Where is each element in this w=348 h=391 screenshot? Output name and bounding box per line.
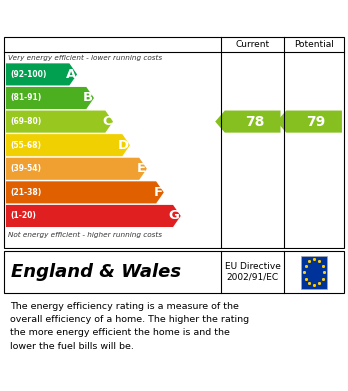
Text: Not energy efficient - higher running costs: Not energy efficient - higher running co…	[8, 232, 162, 238]
Text: G: G	[169, 210, 180, 222]
Polygon shape	[6, 111, 113, 133]
Text: D: D	[118, 139, 129, 152]
Bar	[301, 256, 327, 289]
Text: (21-38): (21-38)	[10, 188, 41, 197]
Text: (81-91): (81-91)	[10, 93, 41, 102]
Text: EU Directive
2002/91/EC: EU Directive 2002/91/EC	[225, 262, 280, 282]
Text: A: A	[66, 68, 76, 81]
Text: England & Wales: England & Wales	[11, 263, 181, 281]
Text: Current: Current	[236, 40, 270, 49]
Text: The energy efficiency rating is a measure of the
overall efficiency of a home. T: The energy efficiency rating is a measur…	[10, 302, 250, 350]
Polygon shape	[215, 111, 280, 133]
Polygon shape	[6, 158, 147, 180]
Polygon shape	[6, 87, 94, 109]
Text: (55-68): (55-68)	[10, 141, 41, 150]
Text: 78: 78	[245, 115, 264, 129]
Text: C: C	[102, 115, 112, 128]
Text: (1-20): (1-20)	[10, 212, 36, 221]
Text: B: B	[83, 91, 93, 104]
Text: Potential: Potential	[294, 40, 334, 49]
Text: F: F	[153, 186, 163, 199]
Polygon shape	[6, 63, 77, 86]
Polygon shape	[6, 181, 164, 203]
Polygon shape	[6, 205, 181, 227]
Polygon shape	[6, 134, 130, 156]
Text: 79: 79	[306, 115, 325, 129]
Text: Energy Efficiency Rating: Energy Efficiency Rating	[10, 9, 239, 27]
Polygon shape	[277, 111, 342, 133]
Text: (92-100): (92-100)	[10, 70, 47, 79]
Text: (39-54): (39-54)	[10, 164, 41, 173]
Text: (69-80): (69-80)	[10, 117, 41, 126]
Text: E: E	[137, 162, 146, 175]
Text: Very energy efficient - lower running costs: Very energy efficient - lower running co…	[8, 55, 162, 61]
